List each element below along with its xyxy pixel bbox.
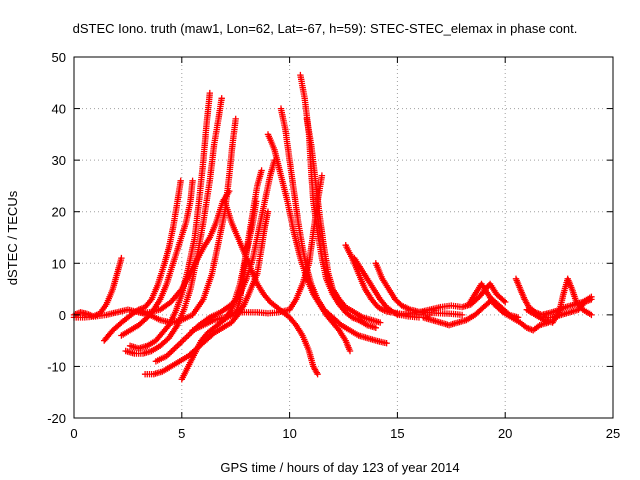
series-arc-17 — [303, 115, 384, 326]
plot-frame — [73, 56, 614, 419]
x-tick-label: 5 — [178, 426, 185, 441]
y-tick-label: 20 — [52, 205, 66, 220]
series-markers — [540, 296, 595, 321]
y-tick-label: 30 — [52, 153, 66, 168]
grid — [74, 57, 613, 418]
x-tick-label: 20 — [498, 426, 512, 441]
x-tick-label: 0 — [70, 426, 77, 441]
y-tick-label: -10 — [47, 359, 66, 374]
series-markers — [101, 177, 184, 344]
series-arc-26 — [540, 296, 595, 321]
series-arc-06 — [122, 95, 225, 357]
y-axis-label: dSTEC / TECUs — [5, 190, 20, 285]
chart-title: dSTEC Iono. truth (maw1, Lon=62, Lat=-67… — [73, 21, 578, 36]
x-axis-label: GPS time / hours of day 123 of year 2014 — [220, 460, 459, 475]
y-tick-label: 50 — [52, 50, 66, 65]
x-tick-label: 10 — [282, 426, 296, 441]
y-tick-label: -20 — [47, 411, 66, 426]
series-markers — [122, 95, 225, 357]
series-markers — [221, 198, 321, 378]
y-tick-label: 10 — [52, 256, 66, 271]
y-tick-label: 40 — [52, 102, 66, 117]
series-arc-03 — [101, 177, 184, 344]
ticks: 0 5 10 15 20 25 -20 -10 0 10 20 30 40 50 — [47, 50, 620, 441]
x-tick-label: 25 — [606, 426, 620, 441]
series-arc-12 — [221, 198, 321, 378]
series-layer — [70, 71, 595, 383]
series-markers — [465, 280, 552, 334]
x-tick-label: 15 — [390, 426, 404, 441]
series-markers — [303, 115, 384, 326]
series-arc-08 — [141, 208, 272, 378]
series-arc-23 — [465, 280, 552, 334]
y-tick-label: 0 — [59, 308, 66, 323]
series-arc-05 — [126, 89, 213, 352]
series-markers — [126, 89, 213, 352]
series-markers — [141, 208, 272, 378]
series-markers — [277, 105, 390, 347]
series-arc-15 — [277, 105, 390, 347]
